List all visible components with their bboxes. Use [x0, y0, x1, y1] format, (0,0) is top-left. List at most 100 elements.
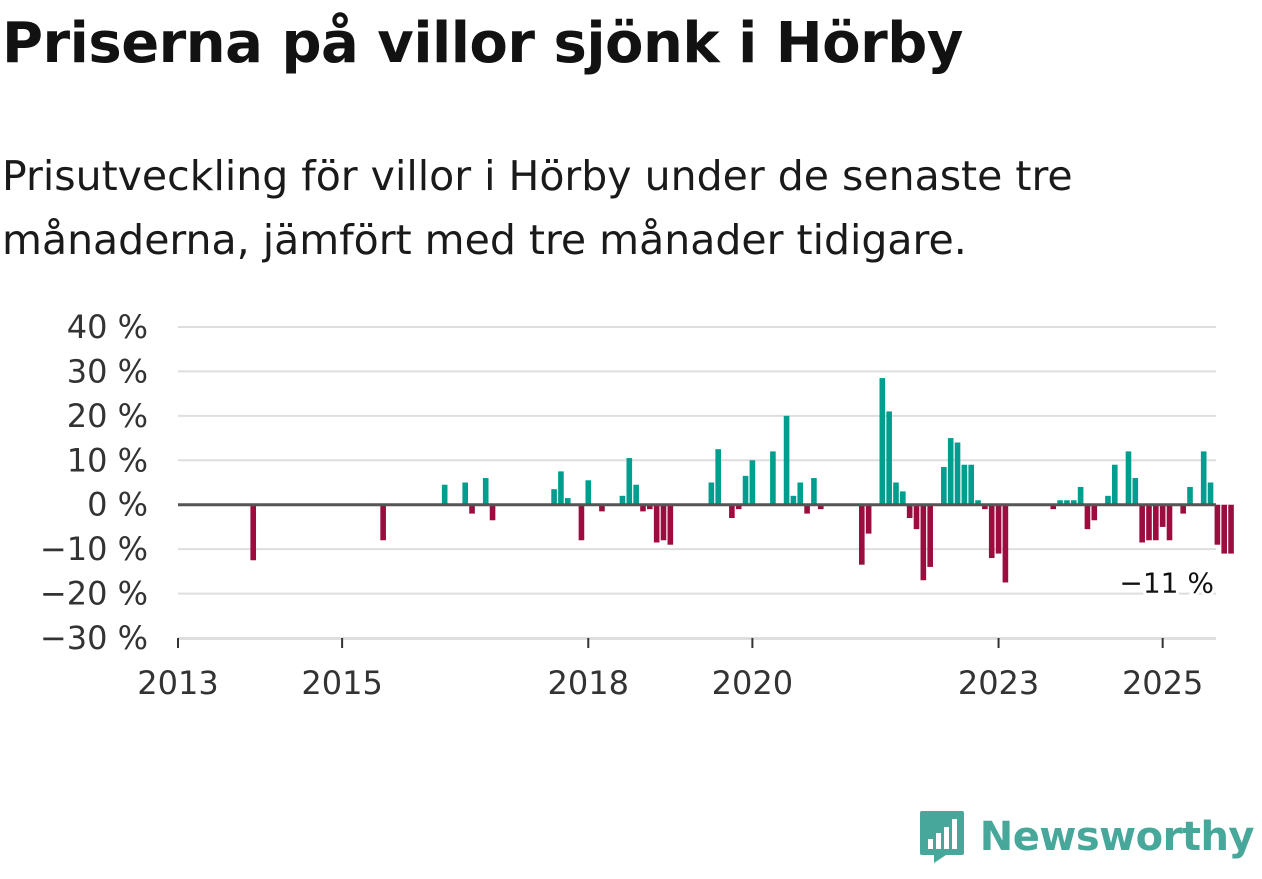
newsworthy-logo: Newsworthy	[918, 809, 1255, 865]
last-value-label: −11 %	[1119, 567, 1214, 600]
bar	[817, 504, 824, 510]
bar	[879, 378, 886, 505]
bar	[482, 478, 489, 505]
y-tick-label: 10 %	[67, 441, 148, 479]
bar	[968, 464, 975, 505]
bar	[1214, 504, 1221, 545]
y-tick-label: −10 %	[40, 530, 148, 568]
bar	[380, 504, 386, 541]
bar	[1064, 500, 1070, 505]
bar	[770, 451, 776, 505]
x-axis: 2013 2015 2018 2020 2023 2025	[137, 638, 1216, 702]
bar	[804, 504, 810, 514]
bar	[742, 475, 749, 505]
bar	[1228, 504, 1234, 554]
bar	[858, 504, 865, 565]
bar	[729, 504, 735, 519]
y-tick-label: 40 %	[67, 308, 148, 346]
bar	[626, 458, 633, 505]
x-tick-label: 2013	[137, 664, 218, 702]
bar	[913, 504, 920, 530]
chart-title: Priserna på villor sjönk i Hörby	[2, 11, 963, 76]
bar	[790, 495, 797, 505]
bar	[653, 504, 660, 543]
x-tick-label: 2018	[548, 664, 629, 702]
bar	[640, 504, 646, 512]
bar	[982, 504, 988, 510]
x-tick-label: 2023	[958, 664, 1039, 702]
y-tick-label: 30 %	[67, 352, 148, 390]
bar	[1180, 504, 1186, 514]
bar	[564, 498, 571, 505]
bar	[735, 504, 742, 510]
bar	[1050, 504, 1057, 510]
bar	[558, 471, 564, 505]
y-tick-label: −30 %	[40, 619, 148, 657]
bar	[660, 504, 667, 541]
bar	[667, 504, 674, 545]
bar	[1057, 500, 1063, 505]
bar	[865, 504, 872, 534]
bar	[975, 500, 981, 505]
bar	[1166, 504, 1173, 541]
bar	[811, 478, 817, 505]
bar	[1132, 478, 1139, 505]
bar	[961, 464, 968, 505]
chart-subtitle: Prisutveckling för villor i Hörby under …	[2, 152, 1073, 264]
bar	[1187, 486, 1193, 505]
bar	[1153, 504, 1159, 541]
y-axis: 40 % 30 % 20 % 10 % 0 % −10 % −20 % −30 %	[40, 308, 148, 657]
bar	[1200, 451, 1207, 505]
bar	[1221, 504, 1228, 554]
bar	[619, 495, 626, 505]
bar	[886, 411, 892, 505]
y-tick-label: 0 %	[87, 486, 148, 524]
y-tick-label: 20 %	[67, 397, 148, 435]
bar	[947, 438, 954, 505]
bar	[783, 415, 790, 505]
bar	[585, 480, 592, 505]
bar	[1139, 504, 1145, 543]
bar	[462, 482, 468, 505]
bar	[749, 460, 756, 505]
gridlines	[178, 326, 1216, 639]
bar	[1105, 495, 1111, 505]
bar	[633, 484, 639, 505]
bar	[1002, 504, 1009, 583]
bar	[900, 491, 906, 505]
bar	[469, 504, 475, 514]
bar	[250, 504, 257, 561]
bar	[954, 442, 961, 505]
bar	[1146, 504, 1152, 541]
bar	[988, 504, 995, 559]
bar	[551, 489, 557, 505]
bar	[1077, 486, 1084, 505]
x-tick-label: 2020	[712, 664, 793, 702]
bar	[893, 482, 899, 505]
y-tick-label: −20 %	[40, 575, 148, 613]
bar	[1091, 504, 1098, 521]
bar	[995, 504, 1002, 554]
bar	[906, 504, 913, 519]
bar	[578, 504, 585, 541]
bar	[599, 504, 605, 512]
bars	[250, 378, 1234, 583]
x-tick-label: 2025	[1122, 664, 1203, 702]
bar	[647, 504, 653, 510]
annotations: −11 %	[1116, 564, 1217, 603]
bar	[708, 482, 715, 505]
bar	[1070, 500, 1077, 505]
newsworthy-logo-icon	[919, 811, 964, 863]
bar	[941, 466, 947, 505]
x-tick-label: 2015	[301, 664, 382, 702]
bar	[441, 484, 448, 505]
newsworthy-logo-text: Newsworthy	[979, 814, 1255, 860]
bar	[489, 504, 496, 521]
bar	[1084, 504, 1091, 530]
bar	[1125, 451, 1132, 505]
bar-chart: 40 %30 %20 %10 %0 %−10 %−20 %−30 % 2013 2…	[40, 308, 1234, 702]
bar	[715, 449, 722, 505]
bar	[797, 482, 804, 505]
bar	[1111, 464, 1118, 505]
bar	[1159, 504, 1166, 527]
